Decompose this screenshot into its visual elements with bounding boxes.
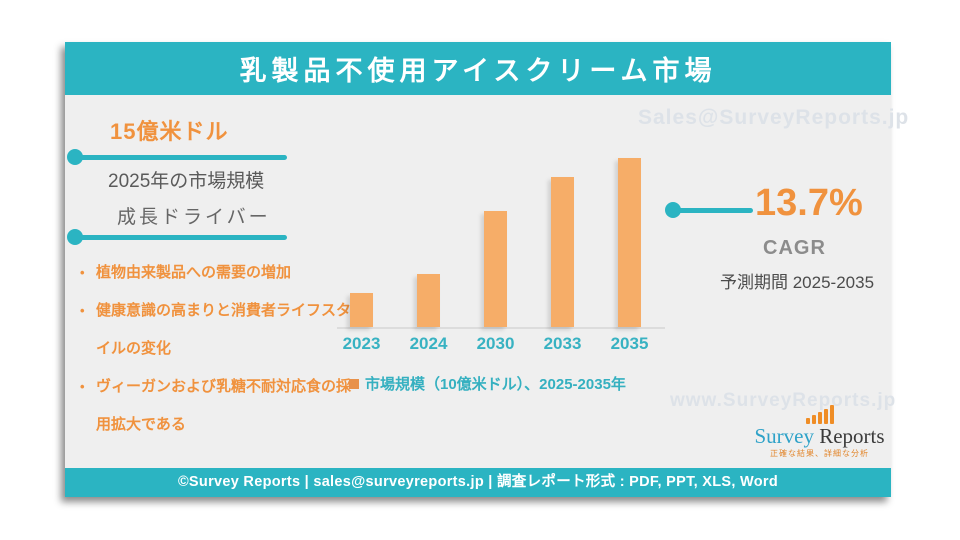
bar-2024 [417, 274, 440, 327]
bar-2035 [618, 158, 641, 327]
logo-word-primary: Survey [754, 424, 814, 448]
driver-item: • 植物由来製品への需要の増加 [80, 254, 352, 292]
bar-2023 [350, 293, 373, 327]
bar-chart-icon [737, 404, 902, 424]
driver-item: • 健康意識の高まりと消費者ライフスタイルの変化 [80, 292, 352, 368]
axis-tick-label: 2024 [409, 334, 448, 353]
axis-tick-label: 2023 [342, 334, 381, 353]
axis-tick-label: 2035 [610, 334, 649, 353]
driver-text: 健康意識の高まりと消費者ライフスタイルの変化 [96, 302, 352, 357]
bullet-icon: • [80, 379, 85, 394]
report-slide: 乳製品不使用アイスクリーム市場 15億米ドル 2025年の市場規模 成長ドライバ… [65, 42, 908, 497]
axis-tick-label: 2033 [543, 334, 582, 353]
page-title: 乳製品不使用アイスクリーム市場 [239, 56, 717, 86]
bar-2030 [484, 211, 507, 327]
forecast-period: 予測期間 2025-2035 [720, 273, 875, 292]
logo-tagline: 正確な結果、詳細な分析 [770, 449, 869, 458]
bullet-icon: • [80, 303, 85, 318]
market-value: 15億米ドル [110, 119, 229, 144]
header-banner: 乳製品不使用アイスクリーム市場 [65, 42, 891, 95]
watermark-email: Sales@SurveyReports.jp [638, 106, 910, 129]
watermark-url: www.SurveyReports.jp [670, 390, 897, 411]
growth-drivers-title: 成長ドライバー [117, 207, 271, 228]
drivers-list: • 植物由来製品への需要の増加 • 健康意識の高まりと消費者ライフスタイルの変化 • ヴィ… [80, 254, 352, 444]
driver-text: 植物由来製品への需要の増加 [96, 264, 292, 281]
divider-line [71, 235, 287, 240]
footer-banner: ©Survey Reports | sales@surveyreports.jp… [65, 468, 891, 497]
driver-item: • ヴィーガンおよび乳糖不耐対応食の採用拡大である [80, 368, 352, 444]
cagr-value: 13.7% [755, 182, 863, 224]
legend-swatch-icon [349, 378, 359, 389]
legend-label: 市場規模（10億米ドル）、2025-2035年 [365, 376, 626, 393]
cagr-pointer-line [671, 208, 753, 213]
logo-wordmark: Survey Reports [737, 424, 902, 448]
company-logo: Survey Reports 正確な結果、詳細な分析 [737, 404, 902, 459]
chart-labels: 2023 2024 2030 2033 2035 [337, 334, 665, 356]
bar-2033 [551, 177, 574, 327]
market-value-label: 2025年の市場規模 [108, 171, 265, 192]
market-chart [337, 152, 665, 329]
cagr-label: CAGR [763, 237, 826, 259]
logo-word-secondary: Reports [813, 424, 885, 448]
driver-text: ヴィーガンおよび乳糖不耐対応食の採用拡大である [96, 378, 352, 433]
chart-legend: 市場規模（10億米ドル）、2025-2035年 [349, 373, 626, 394]
divider-line [71, 155, 287, 160]
bullet-icon: • [80, 265, 85, 280]
axis-tick-label: 2030 [476, 334, 515, 353]
